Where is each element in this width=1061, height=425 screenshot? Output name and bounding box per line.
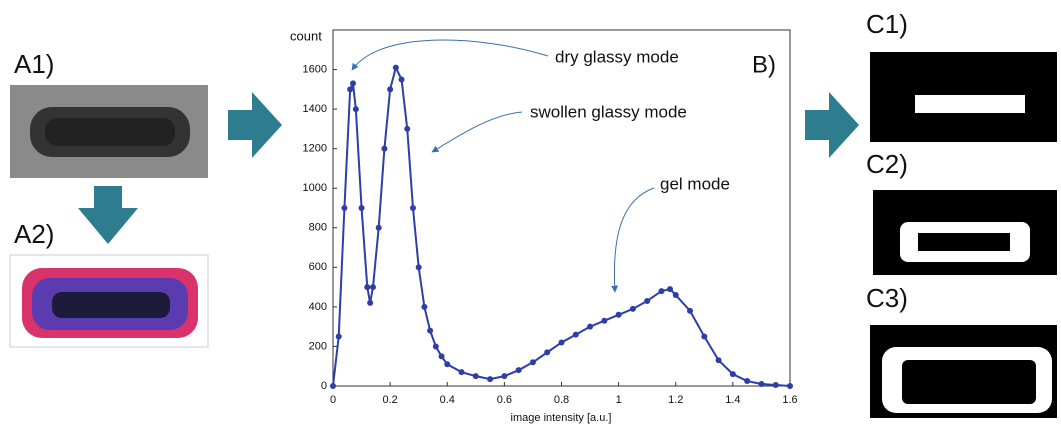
data-point	[672, 292, 679, 299]
data-point	[347, 86, 354, 93]
data-point	[744, 378, 751, 385]
arrow	[805, 92, 859, 158]
annotation: dry glassy mode	[555, 47, 679, 66]
annotation: gel mode	[660, 174, 730, 193]
y-tick-label: 1400	[303, 103, 327, 115]
data-point	[404, 125, 411, 132]
data-point	[558, 339, 565, 346]
data-point	[629, 305, 636, 312]
panel-label: B)	[752, 51, 776, 78]
x-tick-label: 1	[616, 394, 622, 406]
arrow	[228, 92, 282, 158]
panel-label: C1)	[866, 9, 908, 39]
y-tick-label: 1600	[303, 63, 327, 75]
data-point	[472, 373, 479, 380]
y-axis-label: count	[290, 28, 322, 43]
arrow	[78, 186, 138, 244]
x-tick-label: 1.6	[782, 394, 797, 406]
x-axis-label: image intensity [a.u.]	[511, 412, 612, 424]
data-point	[367, 299, 374, 306]
panel-label: C2)	[866, 149, 908, 179]
data-point	[701, 333, 708, 340]
data-point	[427, 327, 434, 334]
data-point	[729, 371, 736, 378]
data-point	[458, 369, 465, 376]
data-point	[432, 343, 439, 350]
y-tick-label: 400	[309, 301, 327, 313]
x-tick-label: 0.6	[497, 394, 512, 406]
image-c3	[870, 325, 1057, 418]
data-point	[615, 311, 622, 318]
data-point	[341, 205, 348, 211]
y-tick-label: 1200	[303, 143, 327, 155]
panel-label: A1)	[14, 49, 54, 79]
x-tick-label: 1.2	[668, 394, 683, 406]
annotation-arrow	[431, 111, 523, 153]
data-point	[572, 331, 579, 338]
data-point	[487, 376, 494, 383]
data-point	[667, 286, 674, 293]
annotation: swollen glassy mode	[530, 102, 687, 121]
x-tick-label: 0.4	[440, 394, 455, 406]
data-point	[687, 307, 694, 314]
data-point	[544, 349, 551, 356]
data-point	[381, 145, 388, 152]
data-point	[369, 284, 376, 291]
y-tick-label: 1000	[303, 182, 327, 194]
y-tick-label: 0	[321, 380, 327, 392]
data-point	[438, 353, 445, 360]
data-point	[409, 205, 416, 211]
image-c2	[873, 190, 1057, 275]
data-point	[601, 317, 608, 324]
image-a2	[9, 254, 209, 348]
y-tick-label: 800	[309, 222, 327, 234]
y-tick-label: 600	[309, 261, 327, 273]
data-point	[587, 323, 594, 330]
data-point	[515, 367, 522, 374]
data-point	[398, 76, 405, 83]
image-a1	[10, 85, 208, 178]
data-point	[644, 297, 651, 304]
data-point	[358, 205, 365, 211]
x-tick-label: 1.4	[725, 394, 740, 406]
data-point	[658, 288, 665, 295]
panel-label: C3)	[866, 283, 908, 313]
x-tick-label: 0.8	[554, 394, 569, 406]
data-point	[364, 284, 371, 291]
x-tick-label: 0	[330, 394, 336, 406]
data-point	[375, 224, 382, 231]
data-point	[787, 383, 793, 389]
data-point	[501, 373, 508, 380]
data-point	[352, 106, 359, 113]
data-point	[444, 361, 451, 368]
data-point	[387, 86, 394, 93]
data-point	[330, 383, 336, 389]
data-point	[415, 264, 422, 271]
x-tick-label: 0.2	[382, 394, 397, 406]
annotation-arrow	[611, 187, 655, 293]
data-point	[349, 80, 356, 87]
data-point	[421, 303, 428, 310]
panel-label: A2)	[14, 219, 54, 249]
image-c1	[870, 52, 1057, 142]
data-point	[772, 382, 779, 389]
data-point	[529, 359, 536, 366]
annotation-arrow	[351, 39, 549, 71]
data-point	[715, 357, 722, 364]
data-point	[335, 333, 342, 340]
data-point	[392, 64, 399, 71]
y-tick-label: 200	[309, 340, 327, 352]
data-point	[758, 381, 765, 388]
